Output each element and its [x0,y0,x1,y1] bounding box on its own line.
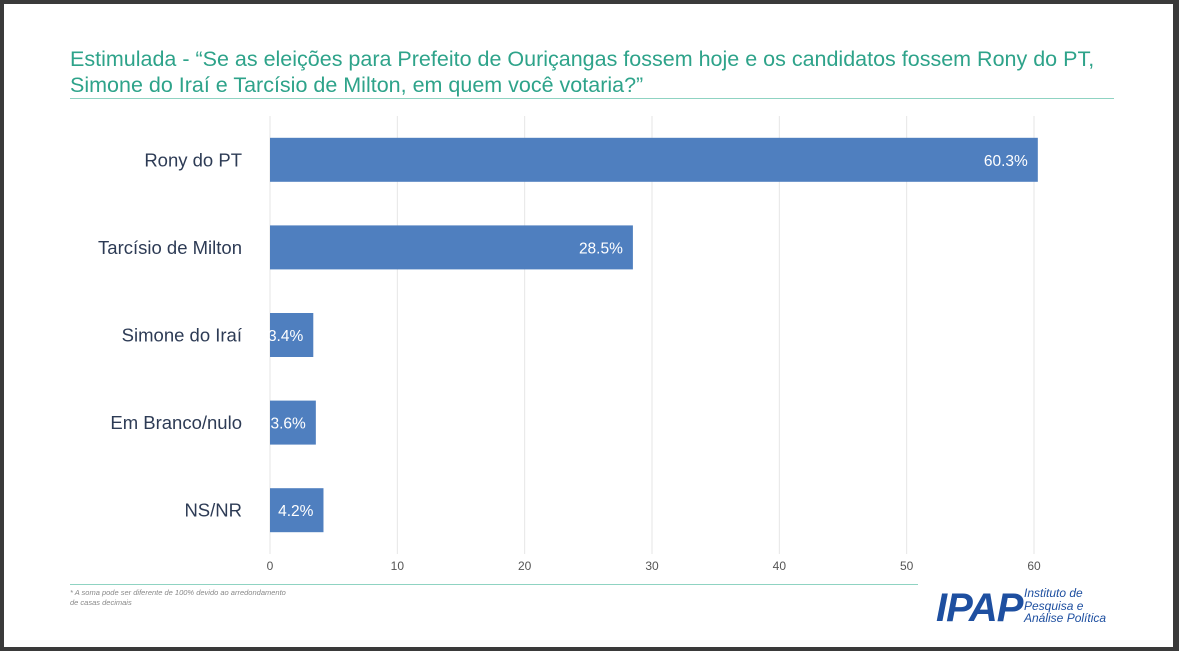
x-tick-label-1: 10 [391,559,405,573]
footer-divider [70,584,918,585]
data-label-0: 60.3% [984,153,1028,170]
logo-line-3: Análise Política [1024,611,1107,625]
logo-line-2: Pesquisa e [1024,598,1084,613]
bar-1 [270,225,633,270]
x-tick-label-6: 60 [1027,559,1041,573]
data-label-4: 4.2% [278,503,314,520]
ipap-logo: IPAP Instituto de Pesquisa e Análise Pol… [936,586,1136,630]
x-tick-label-2: 20 [518,559,532,573]
x-tick-label-3: 30 [645,559,659,573]
footnote: * A soma pode ser diferente de 100% devi… [70,588,286,607]
data-label-1: 28.5% [579,240,623,257]
bar-3 [270,400,316,445]
bar-0 [270,137,1038,182]
x-tick-label-5: 50 [900,559,914,573]
data-label-3: 3.6% [270,416,306,433]
category-label-0: Rony do PT [144,149,242,170]
bar-4 [270,488,324,533]
chart-title: Estimulada - “Se as eleições para Prefei… [70,47,1095,97]
logo-line-1: Instituto de [1024,586,1083,600]
slide: Estimulada - “Se as eleições para Prefei… [4,4,1173,647]
category-label-2: Simone do Iraí [122,325,243,346]
x-tick-label-0: 0 [267,559,274,573]
bar-2 [270,313,314,357]
category-label-1: Tarcísio de Milton [98,237,242,258]
category-label-4: NS/NR [184,500,242,521]
logo-text: Instituto de Pesquisa e Análise Política [1024,587,1106,625]
x-tick-label-4: 40 [773,559,787,573]
logo-mark: IPAP [936,586,1023,630]
bar-chart: 0 10 20 30 40 50 60 Rony do PT 60.3% Tarcísio de … [98,116,1041,573]
data-label-2: 3.4% [268,328,304,345]
title-divider [70,98,1114,99]
category-label-3: Em Branco/nulo [110,412,242,433]
